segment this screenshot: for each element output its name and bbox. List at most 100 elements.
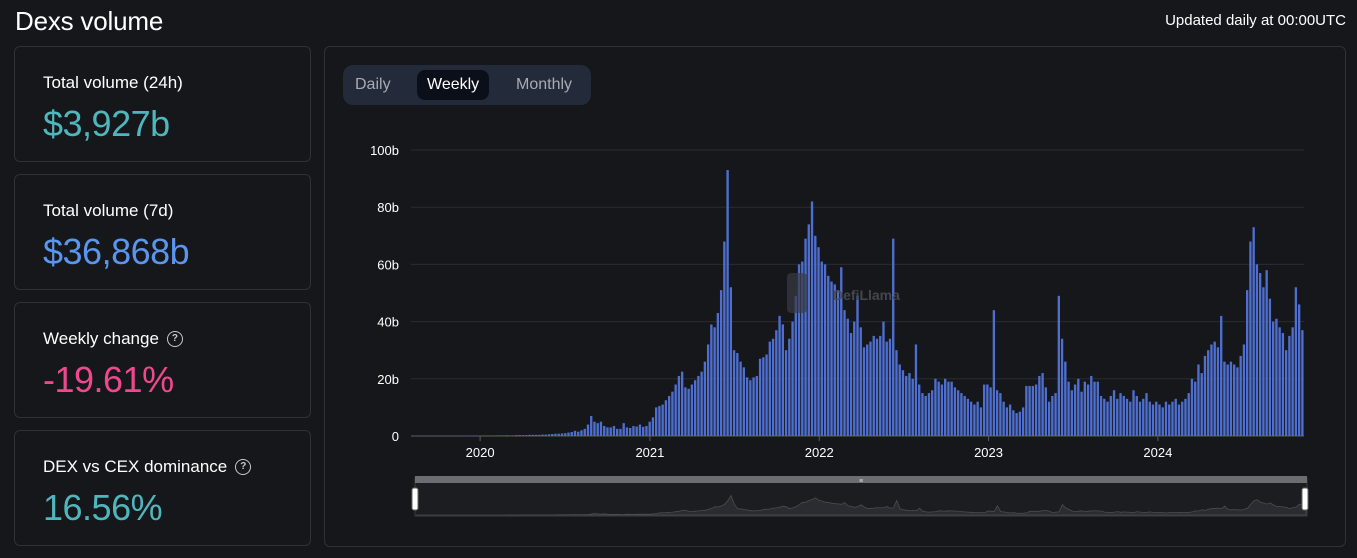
bar[interactable] (609, 427, 612, 436)
bar[interactable] (596, 423, 599, 436)
bar[interactable] (1106, 401, 1109, 436)
bar[interactable] (1002, 401, 1005, 436)
bar[interactable] (775, 330, 778, 436)
bar[interactable] (706, 344, 710, 436)
bar[interactable] (784, 350, 788, 436)
bar[interactable] (1086, 384, 1090, 436)
bar[interactable] (944, 378, 947, 436)
bar[interactable] (840, 267, 843, 436)
bar[interactable] (495, 435, 499, 436)
bar[interactable] (810, 201, 814, 436)
bar[interactable] (859, 327, 862, 436)
bar[interactable] (745, 377, 749, 436)
bar[interactable] (856, 295, 859, 436)
bar[interactable] (950, 381, 953, 436)
bar[interactable] (677, 375, 681, 436)
bar[interactable] (729, 287, 733, 436)
bar[interactable] (697, 375, 700, 436)
bar[interactable] (528, 434, 531, 436)
bar[interactable] (771, 338, 775, 436)
bar[interactable] (1213, 341, 1216, 436)
bar[interactable] (888, 338, 892, 436)
bar[interactable] (999, 393, 1002, 436)
bar[interactable] (940, 384, 944, 436)
bar[interactable] (827, 275, 830, 436)
bar[interactable] (606, 427, 609, 436)
bar[interactable] (1090, 375, 1093, 436)
bar[interactable] (1064, 361, 1067, 436)
bar[interactable] (963, 395, 966, 436)
bar[interactable] (924, 395, 927, 436)
bar[interactable] (531, 434, 534, 436)
bar[interactable] (872, 335, 875, 436)
bar[interactable] (622, 423, 625, 436)
bar[interactable] (820, 261, 823, 436)
bar[interactable] (518, 435, 521, 436)
bar[interactable] (619, 428, 622, 436)
bar[interactable] (1242, 344, 1246, 436)
bar[interactable] (612, 425, 616, 436)
bar[interactable] (1268, 298, 1272, 436)
bar[interactable] (911, 378, 914, 436)
bar[interactable] (499, 435, 502, 436)
bar[interactable] (817, 247, 820, 436)
bar[interactable] (599, 421, 603, 436)
bar[interactable] (895, 350, 898, 436)
bar[interactable] (1174, 398, 1177, 436)
bar[interactable] (1057, 295, 1060, 436)
bar[interactable] (1015, 413, 1018, 436)
bar[interactable] (1070, 390, 1073, 436)
bar[interactable] (1112, 390, 1116, 436)
bar[interactable] (1142, 398, 1145, 436)
bar[interactable] (1028, 385, 1031, 436)
bar[interactable] (1096, 381, 1099, 436)
bar[interactable] (590, 415, 593, 436)
zoom-handle-right[interactable] (1301, 487, 1309, 511)
bar[interactable] (976, 401, 979, 436)
bar[interactable] (947, 381, 950, 436)
bar[interactable] (1132, 390, 1135, 436)
bar[interactable] (1252, 227, 1255, 436)
bar[interactable] (1265, 270, 1268, 436)
bar[interactable] (716, 313, 720, 436)
bar[interactable] (742, 367, 746, 436)
bar[interactable] (862, 347, 866, 436)
bar[interactable] (927, 393, 931, 436)
bar[interactable] (1216, 347, 1220, 436)
bar[interactable] (957, 390, 960, 436)
bar[interactable] (1005, 407, 1009, 436)
bar[interactable] (1145, 393, 1148, 436)
bar[interactable] (1080, 391, 1083, 436)
bar[interactable] (544, 434, 547, 436)
bar[interactable] (1284, 350, 1288, 436)
bar[interactable] (966, 398, 970, 436)
help-icon[interactable]: ? (166, 331, 183, 347)
bar[interactable] (690, 384, 694, 436)
bar[interactable] (557, 433, 560, 436)
bar[interactable] (739, 361, 742, 436)
bar[interactable] (573, 430, 577, 436)
bar[interactable] (918, 384, 921, 436)
bar[interactable] (1018, 411, 1022, 436)
bar[interactable] (791, 321, 794, 436)
bar[interactable] (658, 405, 661, 436)
bar[interactable] (1044, 387, 1048, 436)
bar[interactable] (908, 373, 911, 436)
bar[interactable] (1073, 384, 1077, 436)
zoom-handle-left[interactable] (411, 487, 419, 511)
bar[interactable] (768, 341, 771, 436)
bar[interactable] (797, 264, 801, 436)
bar[interactable] (547, 434, 551, 436)
bar[interactable] (1122, 395, 1125, 436)
bar[interactable] (593, 421, 596, 436)
bar[interactable] (1158, 404, 1161, 436)
bar[interactable] (713, 327, 716, 436)
bar[interactable] (564, 433, 567, 436)
bar[interactable] (554, 433, 557, 436)
bar[interactable] (664, 400, 668, 436)
bar[interactable] (823, 264, 827, 436)
bar[interactable] (875, 338, 879, 436)
bar[interactable] (1223, 361, 1226, 436)
bar[interactable] (534, 434, 538, 436)
bar[interactable] (625, 427, 629, 436)
